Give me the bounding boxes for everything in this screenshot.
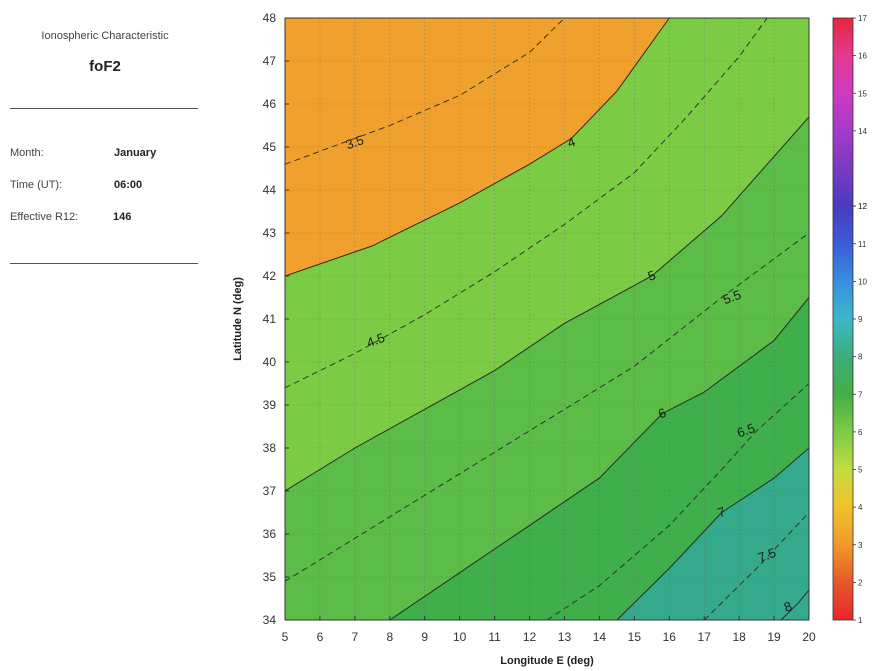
contour-label: 6.5	[735, 420, 757, 440]
contour-lines	[285, 18, 809, 620]
colorbar-tick-label: 11	[858, 240, 867, 249]
x-tick-label: 8	[386, 630, 393, 644]
contour-line-4-5	[285, 18, 768, 389]
y-tick-label: 41	[263, 312, 277, 326]
y-axis-ticks: 34 35 36 37 38 39 40 41 42 43 44 45 46 47 48	[263, 11, 289, 627]
colorbar-tick-label: 5	[858, 466, 863, 475]
y-tick-label: 37	[263, 484, 277, 498]
colorbar-tick-label: 14	[858, 127, 867, 136]
y-tick-label: 44	[263, 183, 277, 197]
x-tick-label: 9	[421, 630, 428, 644]
y-tick-label: 43	[263, 226, 277, 240]
time-label: Time (UT):	[10, 179, 63, 191]
divider-top	[10, 108, 198, 109]
contour-label: 7.5	[756, 545, 778, 565]
contour-line-3-5	[285, 18, 565, 165]
y-tick-label: 39	[263, 398, 277, 412]
x-axis-ticks: 5 6 7 8 9 10 11 12 13 14 15 16 17 18 19 20	[282, 616, 816, 644]
contour-line-8	[780, 589, 809, 620]
contour-label: 5.5	[721, 287, 743, 307]
x-tick-label: 5	[282, 630, 289, 644]
x-tick-label: 16	[663, 630, 677, 644]
colorbar-tick-label: 4	[858, 503, 863, 512]
contour-line-7-5	[703, 512, 809, 620]
contour-label: 7	[716, 504, 728, 521]
month-value: January	[114, 147, 157, 159]
contour-fills	[285, 18, 809, 620]
y-tick-label: 36	[263, 527, 277, 541]
y-tick-label: 34	[263, 613, 277, 627]
y-tick-label: 48	[263, 11, 277, 25]
contour-label: 5	[646, 267, 658, 284]
divider-bottom	[10, 263, 198, 264]
x-tick-label: 20	[802, 630, 816, 644]
r12-value: 146	[113, 211, 132, 223]
x-axis-label: Longitude E (deg)	[500, 655, 594, 667]
x-tick-label: 14	[593, 630, 607, 644]
colorbar-tick-label: 9	[858, 315, 863, 324]
panel-title: Ionospheric Characteristic	[41, 30, 169, 42]
colorbar-tick-label: 16	[858, 52, 867, 61]
x-tick-label: 7	[352, 630, 359, 644]
contour-line-5	[285, 116, 809, 492]
colorbar-tick-label: 12	[858, 202, 867, 211]
y-tick-label: 46	[263, 97, 277, 111]
contour-line-7	[616, 447, 809, 620]
x-tick-label: 18	[732, 630, 746, 644]
y-tick-label: 40	[263, 355, 277, 369]
contour-labels: 3.5 4 4.5 5 5.5 6 6.5 7 7.5 8	[344, 132, 794, 615]
contour-line-4	[285, 18, 670, 277]
colorbar-tick-label: 2	[858, 578, 863, 587]
colorbar-tick-label: 3	[858, 541, 863, 550]
colorbar-bar	[832, 17, 854, 621]
y-tick-label: 35	[263, 570, 277, 584]
y-tick-label: 38	[263, 441, 277, 455]
y-tick-label: 47	[263, 54, 277, 68]
x-tick-label: 12	[523, 630, 537, 644]
contour-label: 3.5	[344, 132, 366, 152]
colorbar-tick-label: 10	[858, 277, 867, 286]
contour-line-6	[389, 297, 809, 620]
grid-lines	[285, 18, 809, 620]
contour-line-6-5	[546, 383, 809, 620]
x-tick-label: 10	[453, 630, 467, 644]
x-tick-label: 15	[628, 630, 642, 644]
contour-label: 8	[782, 598, 794, 615]
r12-label: Effective R12:	[10, 211, 79, 223]
parameter-name: foF2	[89, 58, 121, 75]
colorbar-tick-label: 1	[858, 616, 863, 625]
colorbar-tick-label: 7	[858, 390, 863, 399]
contour-line-5-5	[285, 232, 809, 582]
month-label: Month:	[10, 147, 44, 159]
colorbar-tick-label: 6	[858, 428, 863, 437]
x-tick-label: 17	[698, 630, 712, 644]
contour-label: 4	[565, 134, 577, 151]
colorbar-tick-label: 15	[858, 89, 867, 98]
x-tick-label: 13	[558, 630, 572, 644]
time-value: 06:00	[114, 179, 143, 191]
colorbar-tick-label: 12	[858, 202, 867, 211]
x-tick-label: 19	[767, 630, 781, 644]
x-tick-label: 6	[317, 630, 324, 644]
colorbar-tick-label: 8	[858, 353, 863, 362]
colorbar-tick-label: 17	[858, 14, 867, 23]
y-tick-label: 42	[263, 269, 277, 283]
y-tick-label: 45	[263, 140, 277, 154]
contour-label: 6	[656, 405, 668, 422]
x-tick-label: 11	[488, 630, 501, 644]
contour-label: 4.5	[365, 330, 387, 350]
y-axis-label: Latitude N (deg)	[232, 277, 244, 361]
